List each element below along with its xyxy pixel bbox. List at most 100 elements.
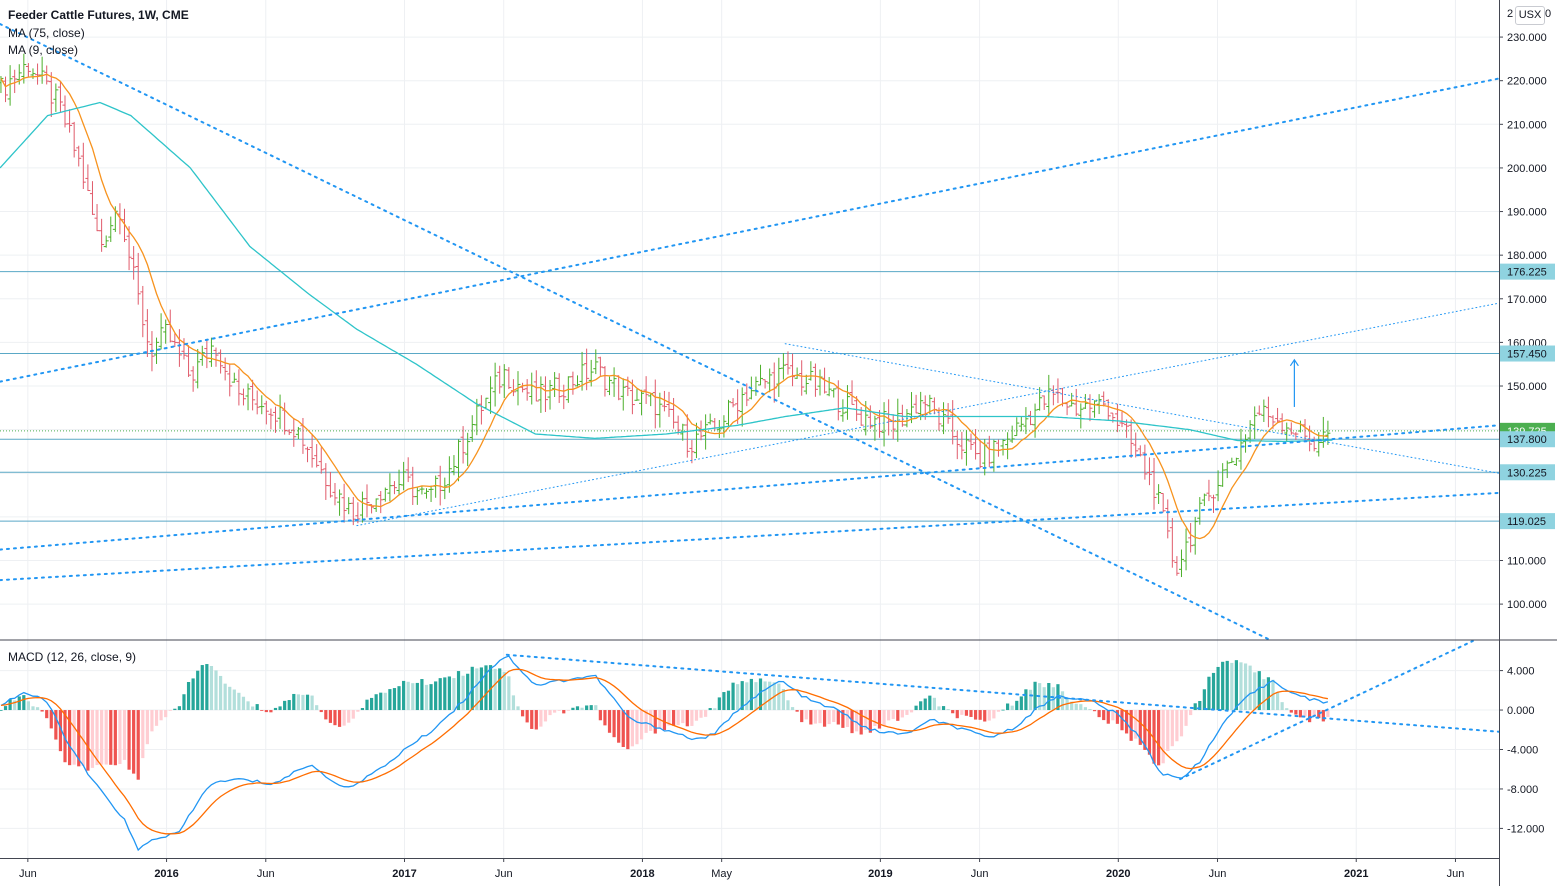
arrow-head[interactable]	[1289, 358, 1299, 367]
ohlc-bar	[364, 484, 370, 518]
time-tick-label: Jun	[257, 868, 275, 880]
macd-hist-bar	[534, 710, 538, 730]
macd-hist-bar	[662, 710, 667, 731]
macd-hist-bar	[1170, 710, 1174, 747]
trendline[interactable]	[0, 22, 1270, 640]
ma75-line[interactable]	[0, 101, 1333, 443]
macd-hist-bar	[411, 683, 415, 711]
macd-hist-bar	[813, 710, 818, 724]
time-tick-label: 2019	[868, 868, 892, 880]
macd-hist-bar	[173, 708, 177, 711]
trendline[interactable]	[0, 424, 1500, 551]
macd-hist-bar	[347, 710, 351, 723]
price-tick-label: 210.000	[1507, 119, 1547, 131]
macd-trendline[interactable]	[1179, 640, 1474, 781]
ohlc-bar	[840, 399, 846, 422]
macd-hist-bar	[1234, 660, 1238, 711]
ohlc-bar	[53, 83, 59, 112]
macd-hist-bar	[154, 710, 159, 726]
ohlc-bar	[561, 384, 567, 410]
macd-hist-bar	[406, 681, 410, 711]
macd-hist-bar	[164, 710, 168, 718]
macd-hist-bar	[3, 706, 8, 711]
trendline[interactable]	[356, 302, 1500, 527]
trendline[interactable]	[0, 77, 1500, 383]
ohlc-bar	[341, 483, 347, 523]
macd-hist-bar	[177, 706, 182, 711]
ohlc-bar	[510, 379, 516, 397]
macd-signal-line[interactable]	[0, 668, 1329, 835]
trendline[interactable]	[0, 491, 1500, 582]
price-tag[interactable]: 119.025	[1500, 513, 1555, 530]
macd-hist-bar	[40, 710, 44, 712]
ohlc-bar	[163, 319, 169, 344]
macd-hist-bar	[708, 708, 712, 711]
ohlc-bar	[1005, 432, 1011, 460]
ohlc-bar	[616, 375, 622, 401]
ohlc-bar	[1101, 391, 1107, 407]
ohlc-bar	[1041, 395, 1047, 410]
macd-hist-bar	[1239, 662, 1243, 711]
macd-hist-bar	[191, 678, 195, 711]
time-tick-label: 2020	[1106, 868, 1130, 880]
ohlc-bar	[776, 357, 782, 397]
price-tag[interactable]: 137.800	[1500, 431, 1555, 448]
ohlc-bar	[597, 356, 603, 376]
macd-hist-bar	[31, 706, 35, 711]
price-tag[interactable]: 130.225	[1500, 464, 1555, 481]
macd-hist-bar	[292, 693, 296, 711]
ohlc-bar	[1197, 497, 1203, 525]
price-tag[interactable]: 157.450	[1500, 345, 1555, 362]
macd-hist-bar	[635, 710, 639, 745]
macd-line[interactable]	[0, 655, 1329, 852]
price-tag-label: 119.025	[1507, 516, 1546, 528]
macd-hist-bar	[736, 684, 740, 711]
ohlc-bar	[382, 487, 388, 502]
macd-hist-bar	[1248, 665, 1252, 711]
macd-hist-bar	[973, 710, 978, 720]
macd-hist-bar	[1184, 710, 1188, 726]
study-ma9-label[interactable]: MA (9, close)	[8, 43, 79, 57]
ohlc-bar	[524, 379, 530, 401]
macd-hist-bar	[1161, 710, 1165, 764]
macd-hist-bar	[932, 697, 936, 711]
ohlc-bar	[305, 446, 311, 463]
macd-hist-bar	[456, 671, 461, 711]
ohlc-bar	[25, 63, 31, 77]
ohlc-bar	[167, 309, 173, 343]
study-ma75-label[interactable]: MA (75, close)	[8, 26, 85, 40]
currency-badge[interactable]: USX	[1515, 6, 1545, 25]
macd-hist-bar	[466, 673, 470, 711]
ohlc-bar	[176, 329, 182, 367]
ohlc-bar	[675, 415, 681, 435]
ohlc-bar	[872, 415, 878, 441]
macd-hist-bar	[67, 710, 72, 766]
macd-hist-bar	[690, 710, 694, 726]
ohlc-bar	[849, 380, 855, 405]
macd-trendline[interactable]	[505, 653, 1500, 733]
macd-hist-bar	[383, 692, 387, 711]
macd-hist-bar	[488, 665, 493, 711]
macd-hist-bar	[132, 710, 136, 774]
ohlc-bar	[758, 364, 764, 386]
macd-hist-bar	[562, 710, 566, 714]
price-tick-label: 110.000	[1507, 555, 1546, 567]
trendline[interactable]	[784, 343, 1500, 474]
macd-label[interactable]: MACD (12, 26, close, 9)	[8, 650, 137, 664]
macd-hist-bar	[845, 710, 850, 728]
ohlc-bar	[1201, 493, 1207, 507]
ohlc-bar	[657, 392, 663, 428]
ohlc-bar	[181, 338, 187, 360]
macd-hist-bar	[1134, 710, 1138, 739]
ohlc-bar	[1243, 434, 1249, 453]
ohlc-bar	[950, 400, 956, 445]
price-tag[interactable]: 176.225	[1500, 263, 1555, 280]
ohlc-bar	[337, 489, 343, 516]
ohlc-bar	[359, 491, 365, 523]
ohlc-bar	[94, 204, 100, 232]
ohlc-bar	[963, 430, 969, 466]
ohlc-bar	[1252, 406, 1258, 439]
ma9-line[interactable]	[0, 73, 1328, 540]
